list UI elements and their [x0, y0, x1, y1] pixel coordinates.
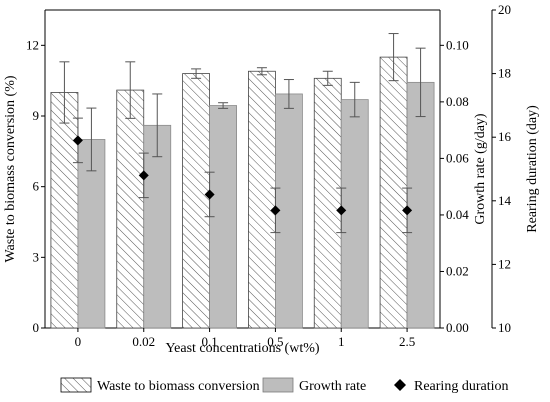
left-axis-tick-label: 9 — [33, 108, 40, 123]
legend-label-waste-conversion: Waste to biomass conversion — [97, 379, 260, 394]
marker-rearing-duration — [270, 205, 281, 216]
right2-axis-label: Rearing duration (day) — [525, 105, 540, 233]
legend: Waste to biomass conversion Growth rate … — [60, 377, 508, 394]
bar-growth-rate — [340, 99, 369, 329]
right2-axis-tick-label: 16 — [498, 129, 512, 144]
legend-swatch-waste-conversion — [60, 377, 92, 393]
right1-axis-tick-label: 0.00 — [446, 320, 469, 335]
marker-rearing-duration — [336, 205, 347, 216]
x-axis-label: Yeast concentrations (wt%) — [165, 341, 319, 356]
bar-growth-rate — [143, 124, 172, 329]
bar-growth-rate — [275, 93, 303, 329]
marker-rearing-duration — [204, 189, 215, 200]
x-tick-label: 0 — [75, 334, 82, 349]
bar-growth-rate — [406, 81, 435, 329]
x-tick-label: 0.02 — [132, 334, 155, 349]
left-axis-tick-label: 6 — [33, 179, 40, 194]
right2-axis-tick-label: 12 — [498, 256, 511, 271]
left-axis-tick-label: 3 — [33, 249, 40, 264]
left-axis-label: Waste to biomass conversion (%) — [3, 75, 18, 262]
legend-label-rearing-duration: Rearing duration — [414, 379, 508, 394]
legend-marker-rearing-duration — [394, 379, 406, 391]
right2-axis-tick-label: 10 — [498, 320, 511, 335]
bar-waste-conversion — [379, 56, 408, 329]
right1-axis-tick-label: 0.06 — [446, 150, 469, 165]
legend-label-growth-rate: Growth rate — [299, 379, 366, 394]
x-tick-label: 1 — [338, 334, 345, 349]
right2-axis-tick-label: 18 — [498, 66, 511, 81]
bar-waste-conversion — [182, 73, 210, 329]
x-tick-label: 0.1 — [201, 334, 217, 349]
bar-waste-conversion — [248, 70, 276, 329]
bar-waste-conversion — [313, 77, 342, 329]
right1-axis-tick-label: 0.04 — [446, 207, 469, 222]
bar-waste-conversion — [50, 92, 79, 329]
right1-axis-label: Growth rate (g/day) — [473, 113, 488, 225]
left-axis-tick-label: 12 — [26, 37, 39, 52]
x-tick-label: 0.5 — [267, 334, 283, 349]
left-axis-tick-label: 0 — [33, 320, 40, 335]
x-tick-label: 2.5 — [399, 334, 415, 349]
marker-rearing-duration — [138, 170, 149, 181]
right2-axis-tick-label: 14 — [498, 193, 512, 208]
right1-axis-tick-label: 0.08 — [446, 94, 469, 109]
marker-rearing-duration — [402, 205, 413, 216]
bar-waste-conversion — [116, 89, 145, 329]
right1-axis-tick-label: 0.02 — [446, 263, 469, 278]
legend-swatch-growth-rate — [262, 377, 294, 393]
right1-axis-tick-label: 0.10 — [446, 37, 469, 52]
marker-rearing-duration — [72, 135, 83, 146]
right2-axis-tick-label: 20 — [498, 2, 511, 17]
